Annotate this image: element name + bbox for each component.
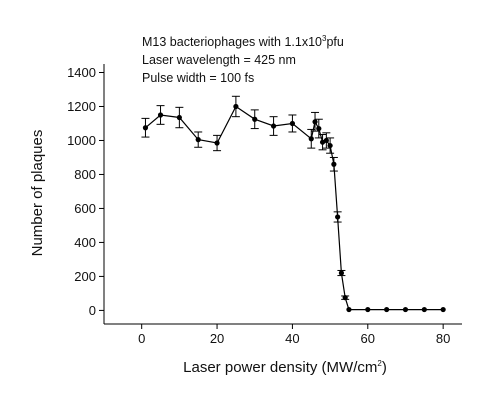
data-point (157, 112, 164, 118)
y-tick-label: 200 (74, 269, 96, 284)
data-point (440, 306, 446, 313)
data-point (289, 120, 296, 127)
data-point (233, 103, 239, 110)
x-tick-label: 20 (210, 331, 224, 346)
y-tick-label: 600 (74, 201, 96, 216)
data-point (338, 270, 345, 276)
data-point (384, 306, 390, 313)
data-point (342, 295, 348, 301)
y-tick-label: 0 (89, 303, 96, 318)
x-tick-label: 40 (285, 331, 299, 346)
x-tick-label: 0 (138, 331, 145, 346)
y-tick-label: 800 (74, 167, 96, 182)
x-tick-label: 60 (361, 331, 375, 346)
data-point (327, 142, 333, 149)
data-point (176, 114, 182, 121)
data-point (402, 306, 409, 313)
y-axis-title: Number of plaques (29, 130, 46, 257)
data-point (195, 137, 201, 143)
annotation-pulse-width: Pulse width = 100 fs (142, 71, 254, 85)
data-point (335, 214, 341, 220)
data-point (323, 137, 329, 144)
y-tick-label: 1200 (67, 99, 96, 114)
data-point (346, 306, 352, 313)
data-point (308, 136, 314, 142)
y-tick-label: 1400 (67, 65, 96, 80)
y-tick-label: 400 (74, 235, 96, 250)
data-point (270, 123, 277, 129)
data-marks (141, 95, 446, 313)
series-line (145, 105, 444, 311)
x-axis-title: Laser power density (MW/cm2) (183, 359, 387, 376)
data-point (316, 125, 322, 132)
x-tick-label: 80 (436, 331, 450, 346)
data-point (252, 116, 258, 122)
annotation-sample: M13 bacteriophages with 1.1x103pfu (142, 34, 344, 49)
data-point (331, 161, 337, 167)
data-point (142, 125, 149, 131)
data-point (214, 140, 220, 146)
y-tick-label: 1000 (67, 133, 96, 148)
data-point (312, 119, 318, 125)
data-point (365, 306, 371, 313)
annotation-wavelength: Laser wavelength = 425 nm (142, 53, 296, 67)
data-point (421, 306, 427, 313)
